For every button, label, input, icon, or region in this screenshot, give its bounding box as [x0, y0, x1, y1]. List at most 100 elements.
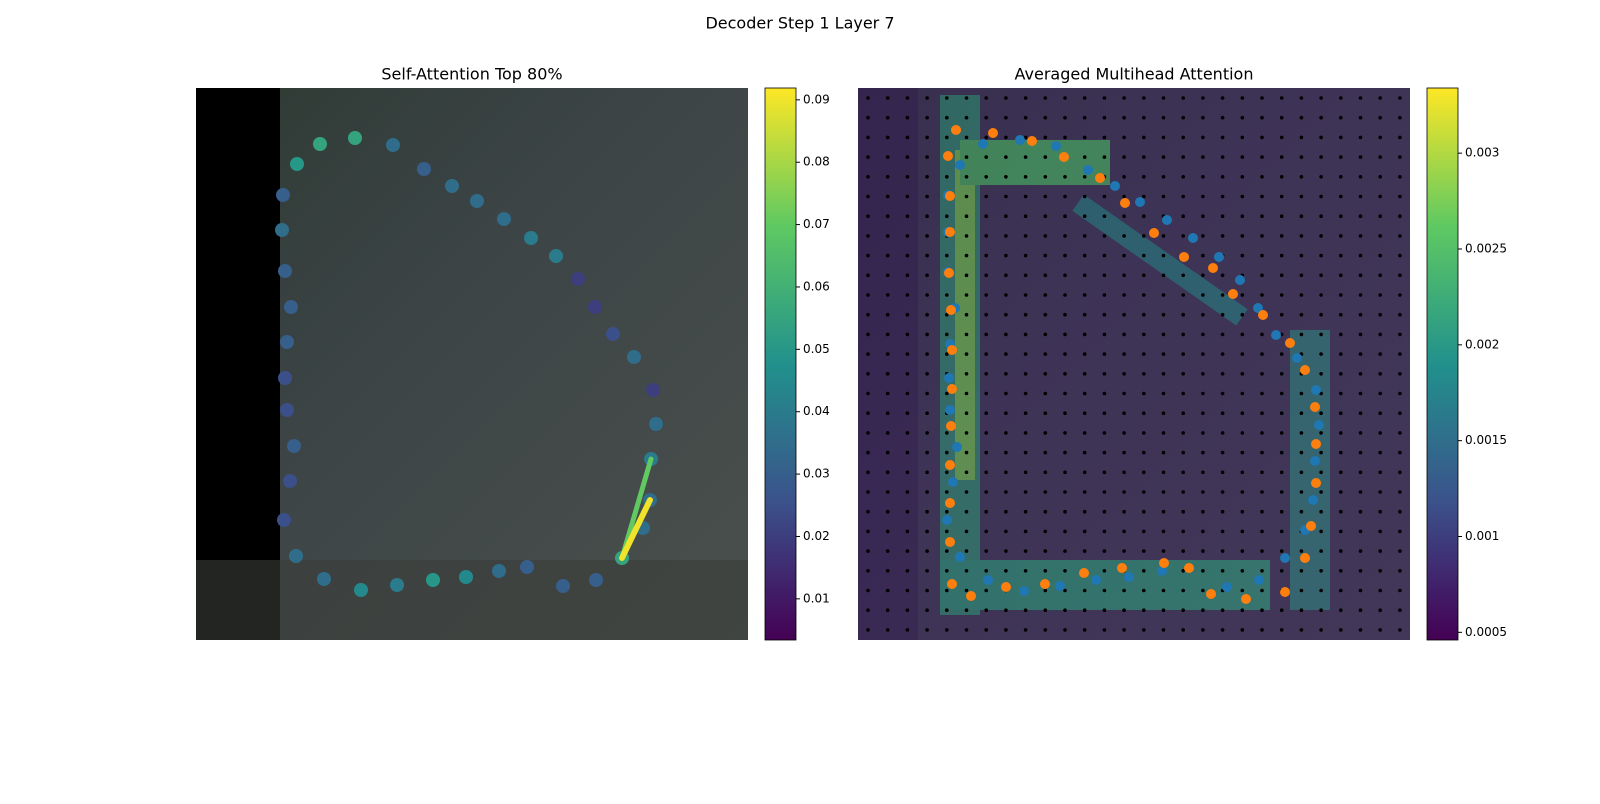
grid-dot	[866, 312, 870, 317]
grid-dot	[1220, 115, 1225, 120]
grid-dot	[1339, 569, 1343, 573]
grid-dot	[1260, 155, 1264, 159]
grid-dot	[964, 194, 969, 199]
grid-dot	[1043, 194, 1048, 199]
grid-dot	[1299, 135, 1304, 140]
grid-dot	[1378, 431, 1382, 435]
grid-dot	[1358, 450, 1363, 455]
grid-dot	[1299, 509, 1304, 514]
grid-dot	[1339, 391, 1343, 396]
grid-dot	[1319, 332, 1323, 337]
grid-dot	[885, 529, 890, 534]
grid-dot	[1063, 431, 1067, 435]
grid-dot	[1142, 293, 1146, 297]
grid-dot	[1378, 450, 1382, 455]
grid-dot	[1201, 628, 1205, 632]
grid-dot	[1063, 588, 1067, 593]
grid-dot	[1122, 490, 1126, 494]
grid-dot	[1260, 194, 1264, 199]
keypoint	[497, 212, 511, 226]
keypoint	[1271, 330, 1281, 340]
grid-dot	[1299, 312, 1304, 317]
grid-dot	[1398, 490, 1402, 494]
grid-dot	[1142, 253, 1146, 258]
grid-dot	[1023, 332, 1028, 337]
grid-dot	[1043, 155, 1048, 159]
grid-dot	[885, 372, 890, 376]
grid-dot	[964, 608, 969, 612]
grid-dot	[1181, 96, 1185, 100]
grid-dot	[1063, 312, 1067, 317]
grid-dot	[1319, 214, 1323, 218]
grid-dot	[1339, 509, 1343, 514]
grid-dot	[1122, 194, 1126, 199]
grid-dot	[984, 450, 988, 455]
grid-dot	[1023, 628, 1028, 632]
grid-dot	[1339, 628, 1343, 632]
grid-dot	[905, 155, 910, 159]
grid-dot	[1142, 273, 1146, 278]
keypoint	[386, 138, 400, 152]
grid-dot	[1240, 194, 1245, 199]
grid-dot	[1240, 253, 1245, 258]
grid-dot	[905, 549, 910, 553]
grid-dot	[1122, 155, 1126, 159]
grid-dot	[1260, 352, 1264, 356]
grid-dot	[1378, 135, 1382, 140]
grid-dot	[1102, 529, 1107, 534]
grid-dot	[1339, 155, 1343, 159]
road	[196, 560, 748, 640]
grid-dot	[1358, 391, 1363, 396]
grid-dot	[1201, 588, 1205, 593]
grid-dot	[1279, 391, 1284, 396]
grid-dot	[1339, 549, 1343, 553]
grid-dot	[1142, 96, 1146, 100]
keypoint	[1015, 135, 1025, 145]
grid-dot	[1398, 529, 1402, 534]
grid-dot	[945, 588, 949, 593]
grid-dot	[945, 431, 949, 435]
grid-dot	[1122, 372, 1126, 376]
grid-dot	[1279, 312, 1284, 317]
grid-dot	[885, 431, 890, 435]
keypoint	[520, 560, 534, 574]
grid-dot	[964, 569, 969, 573]
keypoint	[280, 403, 294, 417]
grid-dot	[1161, 549, 1166, 553]
grid-dot	[1004, 529, 1008, 534]
grid-dot	[1220, 293, 1225, 297]
grid-dot	[1240, 115, 1245, 120]
keypoint	[1120, 198, 1130, 208]
grid-dot	[1043, 569, 1048, 573]
grid-dot	[1004, 352, 1008, 356]
grid-dot	[1299, 115, 1304, 120]
grid-dot	[1102, 549, 1107, 553]
grid-dot	[1004, 490, 1008, 494]
grid-dot	[1082, 431, 1087, 435]
keypoint	[1280, 587, 1290, 597]
grid-dot	[1339, 214, 1343, 218]
grid-dot	[1358, 253, 1363, 258]
grid-dot	[1102, 115, 1107, 120]
grid-dot	[1319, 450, 1323, 455]
grid-dot	[1240, 549, 1245, 553]
keypoint	[945, 460, 955, 470]
grid-dot	[1063, 450, 1067, 455]
grid-dot	[1142, 115, 1146, 120]
grid-dot	[1181, 352, 1185, 356]
grid-dot	[1378, 529, 1382, 534]
grid-dot	[1299, 569, 1304, 573]
grid-dot	[1260, 490, 1264, 494]
grid-dot	[1161, 608, 1166, 612]
grid-dot	[1122, 529, 1126, 534]
grid-dot	[925, 628, 929, 632]
grid-dot	[1201, 293, 1205, 297]
grid-dot	[866, 115, 870, 120]
grid-dot	[1161, 115, 1166, 120]
grid-dot	[905, 470, 910, 475]
grid-dot	[866, 431, 870, 435]
grid-dot	[984, 411, 988, 416]
keypoint	[1208, 263, 1218, 273]
grid-dot	[984, 470, 988, 475]
grid-dot	[1043, 293, 1048, 297]
